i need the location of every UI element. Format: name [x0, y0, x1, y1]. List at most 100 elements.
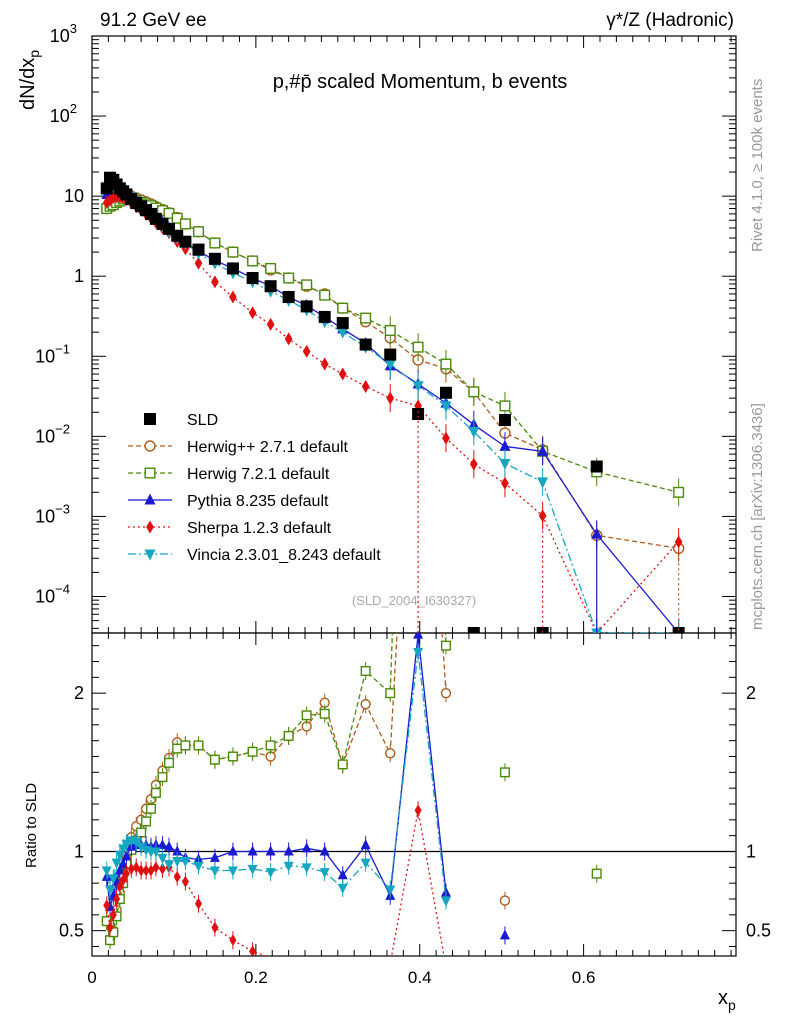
ratio-point — [150, 787, 161, 798]
mc-point — [171, 212, 183, 224]
mc-point — [412, 381, 424, 393]
ratio-point — [150, 847, 161, 858]
mc-point — [266, 317, 275, 331]
mc-point — [360, 312, 372, 324]
ratio-y-axis-label: Ratio to SLD — [23, 783, 40, 868]
header-right: γ*/Z (Hadronic) — [606, 10, 734, 31]
ratio-point — [173, 870, 181, 883]
mc-point — [247, 255, 259, 267]
mc-point — [102, 196, 111, 210]
ratio-point — [385, 688, 396, 699]
ratio-point — [283, 845, 294, 856]
legend-marker — [144, 413, 156, 425]
ratio-point — [337, 883, 348, 894]
x-tick-label: 0.6 — [572, 968, 596, 987]
data-point — [264, 280, 277, 293]
data-point — [192, 243, 205, 256]
data-point — [300, 300, 313, 313]
mc-point — [440, 401, 452, 413]
x-axis-label: xp — [718, 987, 736, 1013]
ratio-point — [113, 893, 121, 905]
ratio-tick-label: 0.5 — [59, 921, 84, 941]
y-tick-label: 102 — [50, 101, 77, 126]
ratio-point — [131, 838, 142, 848]
ratio-point — [145, 803, 156, 814]
ratio-tick-label-right: 2 — [746, 683, 756, 703]
mc-point — [265, 262, 277, 274]
ratio-point — [122, 867, 130, 880]
y-tick-base: 10 — [64, 186, 84, 206]
ratio-point — [172, 845, 183, 856]
data-point — [318, 310, 331, 323]
ratio-point — [211, 921, 219, 934]
mc-point — [499, 458, 511, 470]
ratio-point — [265, 868, 276, 879]
ratio-point — [385, 885, 396, 896]
ratio-point — [283, 861, 294, 872]
chart-title: p,#p̄ scaled Momentum, b events — [273, 71, 568, 93]
legend-marker — [146, 520, 154, 534]
side-text-source: mcplots.cern.ch [arXiv:1306.3436] — [749, 403, 766, 630]
data-point — [208, 252, 221, 265]
mc-point — [193, 226, 205, 238]
main-series-group — [100, 171, 685, 633]
y-tick-label: 10−3 — [35, 501, 70, 526]
ratio-point — [105, 885, 116, 896]
ratio-point — [114, 850, 125, 861]
ratio-point — [247, 746, 258, 757]
y-tick-label: 10−4 — [35, 581, 70, 606]
y-tick-label: 10−2 — [35, 421, 70, 446]
ratio-point — [413, 633, 424, 639]
mc-point — [211, 275, 219, 289]
mc-point — [248, 306, 257, 320]
ratio-point — [247, 845, 258, 856]
mc-point — [194, 256, 203, 270]
legend-entry: Vincia 2.3.01_8.243 default — [187, 547, 381, 564]
ratio-point — [319, 845, 330, 856]
ratio-point — [499, 767, 510, 778]
ratio-point — [337, 759, 348, 770]
y-axis-label-main: dN/dx — [17, 58, 39, 110]
ratio-point — [319, 868, 330, 879]
y-tick-label: 103 — [50, 21, 77, 46]
mc-point — [674, 535, 683, 549]
ratio-point — [301, 710, 312, 721]
ratio-point — [127, 862, 135, 875]
ratio-point — [157, 853, 168, 864]
y-tick-exp: −1 — [55, 341, 70, 356]
ratio-point — [319, 708, 330, 719]
ratio-tick-label: 2 — [74, 683, 84, 703]
y-tick-base: 10 — [35, 506, 55, 526]
x-tick-label: 0.2 — [244, 968, 268, 987]
header-left: 91.2 GeV ee — [100, 10, 207, 31]
ratio-point — [157, 772, 168, 783]
ratio-point — [193, 740, 204, 751]
data-point — [179, 235, 192, 248]
ratio-point — [301, 842, 312, 853]
ratio-point — [209, 866, 220, 877]
y-tick-base: 10 — [35, 586, 55, 606]
ratio-point — [114, 864, 125, 875]
legend-entry: Herwig++ 2.7.1 default — [187, 439, 349, 456]
mc-point — [302, 344, 311, 358]
y-tick-base: 10 — [50, 26, 70, 46]
mc-point — [179, 218, 191, 230]
legend-marker — [144, 467, 156, 479]
mc-point — [301, 279, 313, 291]
mc-point — [499, 400, 511, 412]
analysis-tag: (SLD_2004_I630327) — [352, 593, 476, 608]
ratio-point — [440, 896, 451, 907]
ratio-tick-label: 1 — [74, 842, 84, 862]
ratio-point — [121, 839, 132, 850]
y-tick-base: 10 — [50, 106, 70, 126]
data-point — [359, 338, 372, 351]
ratio-point — [141, 816, 152, 827]
ratio-point — [440, 640, 451, 651]
mc-point — [412, 341, 424, 353]
ratio-point — [247, 864, 258, 875]
mc-point — [209, 237, 221, 249]
ratio-point — [157, 839, 168, 850]
ratio-point — [109, 908, 117, 921]
ratio-layer — [101, 633, 602, 956]
